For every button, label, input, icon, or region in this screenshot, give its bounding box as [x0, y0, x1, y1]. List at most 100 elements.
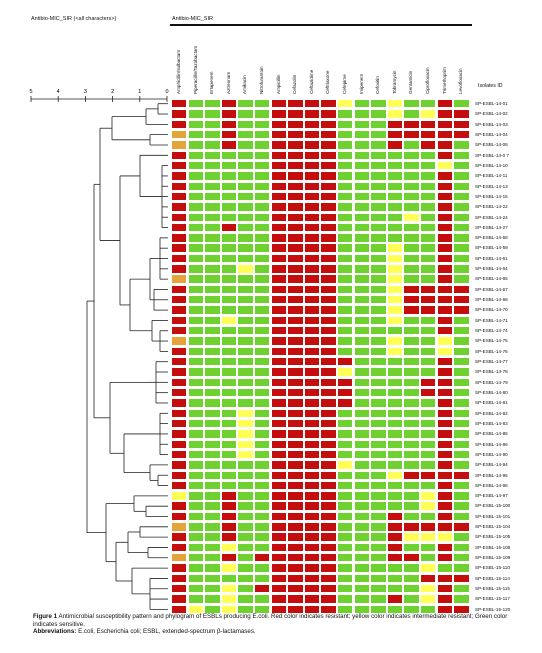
isolate-label: SP-ESBL-14-59 [475, 245, 508, 251]
heatmap-cell [387, 254, 403, 263]
heatmap-cell [304, 203, 320, 211]
heatmap-cell [255, 440, 270, 448]
heatmap-cell [188, 481, 203, 490]
heatmap-cell [304, 419, 320, 428]
heatmap-cell [421, 130, 436, 139]
isolate-label: SP-ESBL-14-67 [475, 286, 508, 292]
heatmap-cell [437, 358, 452, 366]
heatmap-cell [437, 244, 452, 252]
heatmap-cell [221, 337, 237, 345]
heatmap-cell [205, 327, 220, 335]
heatmap-cell [421, 430, 436, 438]
heatmap-cell [172, 306, 187, 314]
heatmap-cell [387, 172, 403, 180]
heatmap-cell [321, 223, 336, 232]
heatmap-cell [238, 409, 253, 417]
heatmap-cell [454, 327, 469, 335]
heatmap-cell [221, 512, 237, 521]
heatmap-cell [387, 316, 403, 325]
heatmap-cell [221, 554, 237, 562]
heatmap-cell [255, 203, 270, 211]
heatmap-cell [238, 388, 253, 397]
heatmap-cell [255, 585, 270, 593]
heatmap-cell [404, 471, 419, 479]
heatmap-cell [304, 409, 320, 417]
heatmap-cell [288, 471, 303, 479]
heatmap-cell [454, 316, 469, 325]
heatmap-cell [188, 192, 203, 201]
heatmap-cell [221, 409, 237, 417]
heatmap-cell [205, 110, 220, 118]
heatmap-cell [421, 450, 436, 459]
heatmap-cell [221, 316, 237, 325]
heatmap-cell [288, 130, 303, 139]
heatmap-cell [371, 337, 386, 345]
heatmap-cell [338, 574, 353, 583]
heatmap-cell [404, 512, 419, 521]
scale-tick-label: 2 [111, 89, 114, 95]
heatmap-cell [321, 440, 336, 448]
heatmap-cell [404, 461, 419, 469]
heatmap-cell [238, 244, 253, 252]
isolate-label: SP-ESBL-14-96 [475, 482, 508, 488]
heatmap-cell [421, 172, 436, 180]
heatmap-cell [271, 244, 286, 252]
heatmap-cell [371, 471, 386, 479]
heatmap-cell [437, 110, 452, 118]
heatmap-cell [321, 234, 336, 242]
heatmap-cell [172, 327, 187, 335]
heatmap-cell [304, 223, 320, 232]
heatmap-cell [421, 368, 436, 376]
heatmap-cell [288, 440, 303, 448]
heatmap-cell [371, 605, 386, 614]
heatmap-cell [437, 605, 452, 614]
heatmap-cell [188, 378, 203, 387]
heatmap-cell [354, 523, 369, 531]
heatmap-cell [421, 533, 436, 541]
heatmap-cell [387, 502, 403, 510]
heatmap-cell [387, 471, 403, 479]
heatmap-cell [387, 358, 403, 366]
heatmap-cell [288, 388, 303, 397]
heatmap-cell [371, 419, 386, 428]
antibiotic-label: Piperacillin/Tazobactam [192, 45, 198, 94]
heatmap-cell [205, 440, 220, 448]
heatmap-cell [271, 440, 286, 448]
heatmap-cell [238, 327, 253, 335]
heatmap-cell [354, 564, 369, 572]
heatmap-cell [271, 306, 286, 314]
heatmap-cell [454, 492, 469, 500]
heatmap-cell [404, 306, 419, 314]
heatmap-cell [205, 244, 220, 252]
heatmap-cell [188, 450, 203, 459]
heatmap-cell [437, 285, 452, 294]
heatmap-cell [221, 347, 237, 356]
heatmap-cell [172, 543, 187, 552]
heatmap-cell [437, 430, 452, 438]
heatmap-cell [238, 130, 253, 139]
heatmap-cell [288, 285, 303, 294]
heatmap-cell [188, 492, 203, 500]
heatmap-cell [238, 512, 253, 521]
heatmap-cell [354, 347, 369, 356]
heatmap-cell [338, 378, 353, 387]
heatmap-cell [205, 368, 220, 376]
heatmap-cell [354, 172, 369, 180]
antibiotic-label: Cefoxitin [375, 76, 381, 94]
heatmap-cell [387, 419, 403, 428]
heatmap-cell [321, 254, 336, 263]
heatmap-cell [338, 388, 353, 397]
heatmap-cell [371, 285, 386, 294]
heatmap-cell [271, 554, 286, 562]
heatmap-cell [387, 285, 403, 294]
heatmap-cell [421, 378, 436, 387]
heatmap-cell [437, 481, 452, 490]
heatmap-cell [454, 471, 469, 479]
heatmap-cell [221, 378, 237, 387]
heatmap-cell [454, 450, 469, 459]
heatmap-cell [304, 481, 320, 490]
heatmap-cell [172, 574, 187, 583]
heatmap-cell [238, 554, 253, 562]
isolate-label: SP-ESBL-14-11 [475, 173, 508, 179]
heatmap-cell [205, 409, 220, 417]
